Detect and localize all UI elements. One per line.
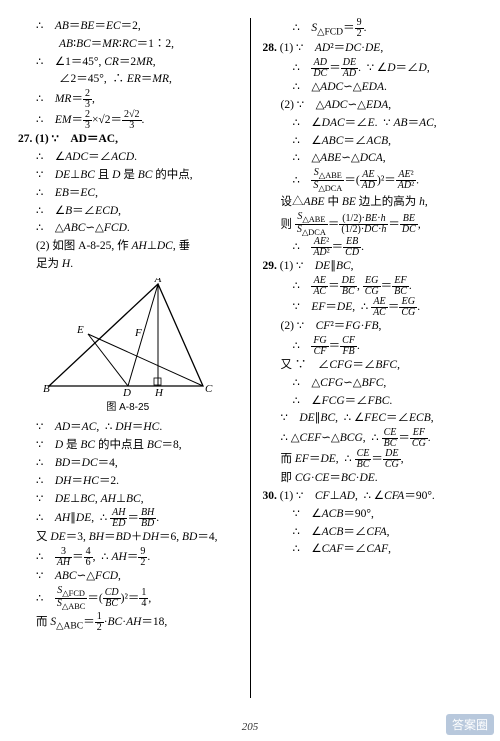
math-line: AB∶BC＝MR∶RC＝1∶2, xyxy=(18,36,238,54)
math-line: ∴ S△FCDS△ABC＝(CDBC)²＝14, xyxy=(18,586,238,612)
math-line: ∴ ∠ADC＝∠ACD. xyxy=(18,149,238,167)
math-line: ∠2＝45°, ∴ ER＝MR, xyxy=(18,71,238,89)
math-line: ∴ 3AH＝46, ∴ AH＝92. xyxy=(18,547,238,568)
math-line: 而 S△ABC＝12·BC·AH＝18, xyxy=(18,612,238,634)
math-line: ∵ EF＝DE, ∴ AEAC＝EGCG. xyxy=(263,297,483,318)
left-column: ∴ AB＝BE＝EC＝2, AB∶BC＝MR∶RC＝1∶2, ∴ ∠1＝45°,… xyxy=(18,18,238,698)
math-line: ∴ DH＝HC＝2. xyxy=(18,473,238,491)
math-line: ∴ ∠ABC＝∠ACB, xyxy=(263,133,483,151)
problem-28: 28. (1) ∵ AD²＝DC·DE, xyxy=(263,40,483,58)
svg-text:C: C xyxy=(205,383,213,395)
math-line: ∴ ∠1＝45°, CR＝2MR, xyxy=(18,54,238,72)
math-line: ∵ ∠ACB＝90°, xyxy=(263,506,483,524)
math-line: ∴ AH∥DE, ∴ AHED＝BHBD. xyxy=(18,508,238,529)
math-line: ∵ D 是 BC 的中点且 BC＝8, xyxy=(18,437,238,455)
math-line: 又 DE＝3, BH＝BD＋DH＝6, BD＝4, xyxy=(18,529,238,547)
math-line: 而 EF＝DE, ∴ CEBC＝DECG, xyxy=(263,449,483,470)
math-line: ∴ S△FCD＝92. xyxy=(263,18,483,40)
svg-text:H: H xyxy=(154,387,164,398)
math-line: ∴ AEAC＝DEBC, EGCG＝EFBC. xyxy=(263,276,483,297)
figure-a-8-25: A B C D H E F xyxy=(43,278,213,398)
math-line: ∴ EM＝23×√2＝2√23. xyxy=(18,110,238,131)
math-line: ∴ S△ABES△DCA＝(AEAD)²＝AE²AD². xyxy=(263,168,483,194)
math-line: (2) 如图 A‑8‑25, 作 AH⊥DC, 垂 xyxy=(18,238,238,256)
math-line: (2) ∵ △ADC∽△EDA, xyxy=(263,97,483,115)
math-line: ∴ ∠B＝∠ECD, xyxy=(18,203,238,221)
problem-30: 30. (1) ∵ CF⊥AD, ∴ ∠CFA＝90°. xyxy=(263,488,483,506)
math-line: (2) ∵ CF²＝FG·FB, xyxy=(263,318,483,336)
math-line: 足为 H. xyxy=(18,256,238,274)
math-line: 则 S△ABES△DCA＝(1/2)·BE·h(1/2)·DC·h＝BEDC, xyxy=(263,212,483,238)
svg-text:A: A xyxy=(153,278,161,285)
problem-29: 29. (1) ∵ DE∥BC, xyxy=(263,258,483,276)
math-line: ∴ ∠DAC＝∠E. ∵ AB＝AC, xyxy=(263,115,483,133)
triangle-diagram: A B C D H E F xyxy=(43,278,213,398)
math-line: ∴ AE²AD²＝EBCD. xyxy=(263,237,483,258)
watermark-icon: 答案圈 xyxy=(446,714,494,735)
math-line: ∴ ADDC＝DEAD. ∵ ∠D＝∠D, xyxy=(263,58,483,79)
page-number: 205 xyxy=(0,721,500,733)
math-line: ∵ ABC∽△FCD, xyxy=(18,568,238,586)
math-line: 又 ∵ ∠CFG＝∠BFC, xyxy=(263,357,483,375)
qnum: 27. (1) ∵ AD＝AC, xyxy=(18,133,118,145)
math-line: ∴ MR＝23, xyxy=(18,89,238,110)
math-line: ∵ DE⊥BC, AH⊥BC, xyxy=(18,491,238,509)
svg-text:F: F xyxy=(134,327,142,339)
math-line: ∴ AB＝BE＝EC＝2, xyxy=(18,18,238,36)
column-divider xyxy=(250,18,251,698)
math-line: ∴ ∠CAF＝∠CAF, xyxy=(263,541,483,559)
columns: ∴ AB＝BE＝EC＝2, AB∶BC＝MR∶RC＝1∶2, ∴ ∠1＝45°,… xyxy=(18,18,482,698)
svg-text:D: D xyxy=(122,387,131,398)
math-line: ∴ ∠FCG＝∠FBC. xyxy=(263,393,483,411)
math-line: ∴ EB＝EC, xyxy=(18,185,238,203)
svg-text:B: B xyxy=(43,383,50,395)
math-line: ∴ △ABC∽△FCD. xyxy=(18,220,238,238)
math-line: ∴ △ABE∽△DCA, xyxy=(263,150,483,168)
math-line: ∵ AD＝AC, ∴ DH＝HC. xyxy=(18,419,238,437)
svg-text:E: E xyxy=(76,324,84,336)
math-line: ∴ △CEF∽△BCG, ∴ CEBC＝EFCG. xyxy=(263,428,483,449)
math-line: ∴ BD＝DC＝4, xyxy=(18,455,238,473)
figure-caption: 图 A‑8‑25 xyxy=(18,400,238,416)
right-column: ∴ S△FCD＝92. 28. (1) ∵ AD²＝DC·DE, ∴ ADDC＝… xyxy=(263,18,483,698)
math-line: ∴ △CFG∽△BFC, xyxy=(263,375,483,393)
math-line: ∴ △ADC∽△EDA. xyxy=(263,79,483,97)
math-line: ∵ DE∥BC, ∴ ∠FEC＝∠ECB, xyxy=(263,410,483,428)
page: ∴ AB＝BE＝EC＝2, AB∶BC＝MR∶RC＝1∶2, ∴ ∠1＝45°,… xyxy=(0,0,500,741)
math-line: ∴ ∠ACB＝∠CFA, xyxy=(263,524,483,542)
math-line: ∵ DE⊥BC 且 D 是 BC 的中点, xyxy=(18,167,238,185)
problem-27: 27. (1) ∵ AD＝AC, xyxy=(18,131,238,149)
math-line: 设△ABE 中 BE 边上的高为 h, xyxy=(263,194,483,212)
math-line: 即 CG·CE＝BC·DE. xyxy=(263,470,483,488)
math-line: ∴ FGCF＝CFFB. xyxy=(263,336,483,357)
